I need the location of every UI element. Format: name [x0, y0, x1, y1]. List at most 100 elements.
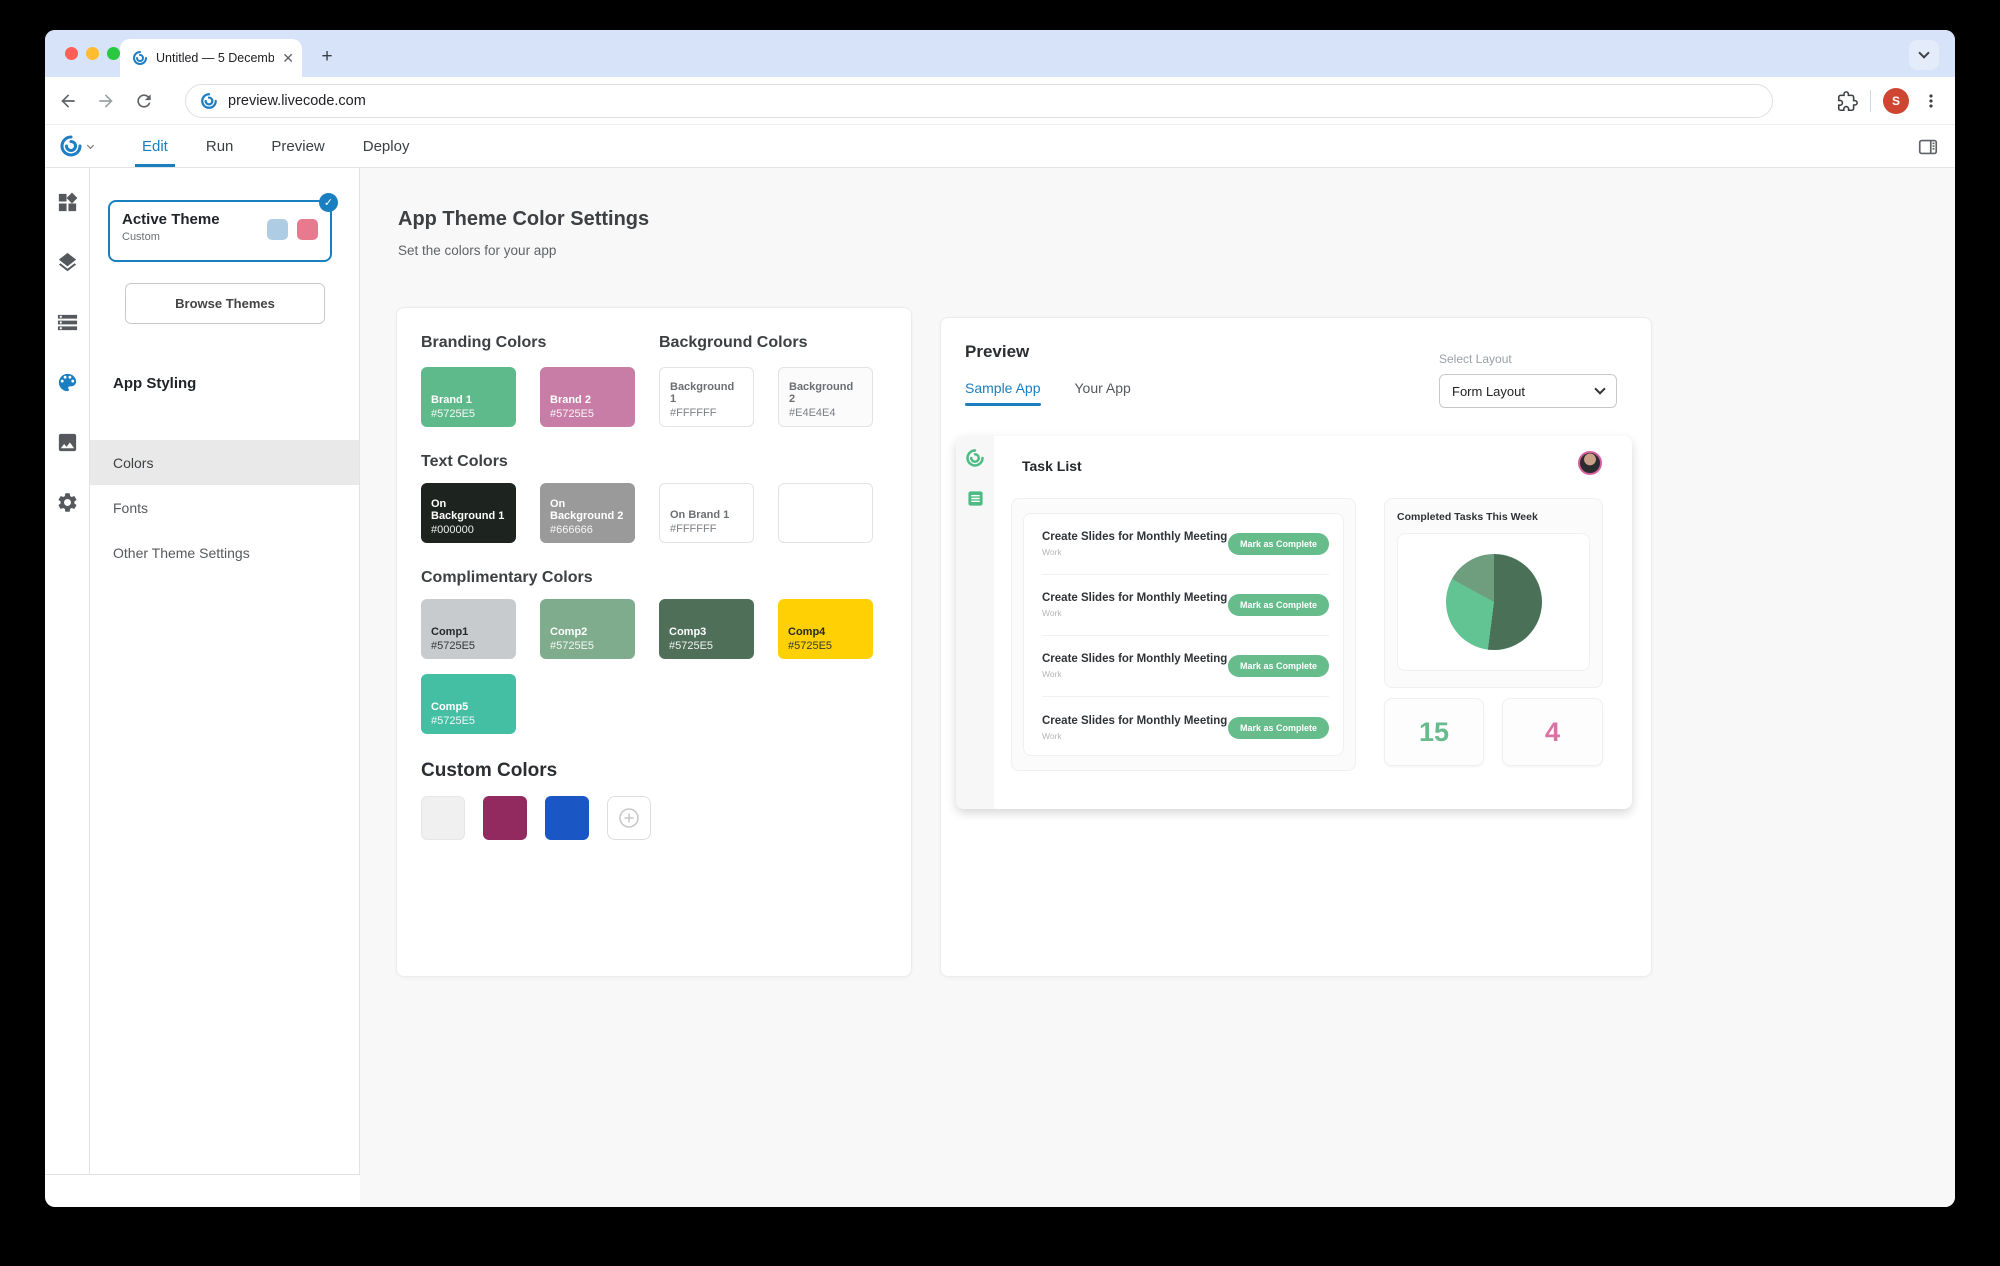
swatch-label: Comp1	[431, 626, 469, 638]
color-swatch-brand-1[interactable]: Brand 1 #5725E5	[421, 367, 516, 427]
tasks-panel: Create Slides for Monthly Meeting Work M…	[1011, 498, 1356, 771]
color-swatch-background-2[interactable]: Background 2 #E4E4E4	[778, 367, 873, 427]
color-swatch-on-background-1[interactable]: On Background 1 #000000	[421, 483, 516, 543]
custom-color-swatch-2[interactable]	[483, 796, 527, 840]
reload-button[interactable]	[129, 86, 159, 116]
theme-palette-icon[interactable]	[56, 371, 79, 394]
chevron-down-icon	[1594, 383, 1606, 395]
preview-tabs: Sample App Your App	[965, 380, 1627, 406]
swatch-label: On Brand 1	[670, 509, 730, 521]
color-swatch-empty[interactable]	[778, 483, 873, 543]
minimize-window-button[interactable]	[86, 47, 99, 60]
swatch-hex: #000000	[431, 524, 474, 536]
mark-complete-button[interactable]: Mark as Complete	[1227, 533, 1329, 555]
swatch-hex: #5725E5	[431, 640, 476, 652]
task-title: Create Slides for Monthly Meeting	[1042, 592, 1228, 604]
maximize-window-button[interactable]	[107, 47, 120, 60]
nav-item-deploy[interactable]: Deploy	[362, 137, 410, 155]
tab-sample-app[interactable]: Sample App	[965, 380, 1041, 406]
color-swatch-comp1[interactable]: Comp1 #5725E5	[421, 599, 516, 659]
completed-tasks-card: Completed Tasks This Week	[1384, 498, 1603, 688]
extensions-icon[interactable]	[1837, 90, 1858, 112]
media-image-icon[interactable]	[56, 431, 79, 454]
sample-app-sidebar	[956, 436, 994, 809]
nav-item-run[interactable]: Run	[205, 137, 234, 155]
swatch-hex: #5725E5	[431, 408, 476, 420]
swatch-label: On Background 1	[431, 498, 505, 522]
task-row: Create Slides for Monthly Meeting Work M…	[1042, 575, 1329, 636]
livecode-logo-menu[interactable]	[45, 125, 99, 167]
color-swatch-on-background-2[interactable]: On Background 2 #666666	[540, 483, 635, 543]
swatch-label: On Background 2	[550, 498, 624, 522]
text-colors-heading: Text Colors	[421, 453, 508, 470]
mark-complete-button[interactable]: Mark as Complete	[1227, 655, 1329, 677]
mark-complete-button[interactable]: Mark as Complete	[1227, 716, 1329, 739]
active-theme-subtitle: Custom	[122, 231, 160, 243]
task-title: Create Slides for Monthly Meeting	[1042, 653, 1228, 665]
window-controls	[65, 47, 120, 60]
profile-avatar[interactable]: S	[1883, 88, 1909, 114]
swatch-hex: #FFFFFF	[670, 523, 717, 535]
color-swatch-comp2[interactable]: Comp2 #5725E5	[540, 599, 635, 659]
color-swatch-on-brand-1[interactable]: On Brand 1 #FFFFFF	[659, 483, 754, 543]
swatch-label: Brand 1	[431, 394, 472, 406]
browser-tab-strip: Untitled — 5 December, 15.04 ✕ +	[45, 30, 1955, 77]
color-swatch-brand-2[interactable]: Brand 2 #5725E5	[540, 367, 635, 427]
nav-item-preview[interactable]: Preview	[271, 137, 325, 155]
sample-app-frame: Task List Create Slides for Monthly Meet…	[956, 436, 1632, 809]
active-theme-card[interactable]: ✓ Active Theme Custom	[108, 193, 338, 262]
task-info: Create Slides for Monthly Meeting Work	[1042, 592, 1227, 618]
custom-color-swatch-1[interactable]	[421, 796, 465, 840]
new-tab-button[interactable]: +	[321, 46, 333, 67]
sidebar-item-colors[interactable]: Colors	[90, 440, 359, 485]
color-swatch-background-1[interactable]: Background 1 #FFFFFF	[659, 367, 754, 427]
completed-count: 15	[1418, 716, 1450, 747]
swatch-label: Comp3	[669, 626, 707, 638]
livecode-site-icon	[200, 92, 218, 110]
nav-item-edit[interactable]: Edit	[123, 125, 187, 167]
widgets-icon[interactable]	[56, 191, 79, 214]
remaining-count: 4	[1544, 716, 1561, 747]
color-swatch-comp3[interactable]: Comp3 #5725E5	[659, 599, 754, 659]
layout-dropdown[interactable]: Form Layout	[1439, 374, 1617, 408]
browse-themes-button[interactable]: Browse Themes	[125, 283, 325, 324]
branding-colors-heading: Branding Colors	[421, 334, 547, 351]
task-category: Work	[1042, 547, 1062, 557]
tab-your-app[interactable]: Your App	[1074, 380, 1131, 396]
swatch-label: Background 2	[789, 381, 854, 405]
preview-panel: Preview Sample App Your App Select Layou…	[940, 317, 1652, 977]
custom-color-swatch-3[interactable]	[545, 796, 589, 840]
color-swatch-comp4[interactable]: Comp4 #5725E5	[778, 599, 873, 659]
styling-menu: Colors Fonts Other Theme Settings	[90, 440, 359, 575]
layers-icon[interactable]	[56, 251, 79, 274]
browser-window: Untitled — 5 December, 15.04 ✕ +	[45, 30, 1955, 1207]
sample-app-avatar[interactable]	[1578, 451, 1602, 475]
browser-tab[interactable]: Untitled — 5 December, 15.04 ✕	[120, 39, 302, 77]
sidebar-item-fonts[interactable]: Fonts	[113, 499, 149, 516]
add-custom-color-button[interactable]	[607, 796, 651, 840]
swatch-label: Comp2	[550, 626, 588, 638]
task-list-icon[interactable]	[967, 490, 984, 507]
sample-app-title: Task List	[1022, 458, 1082, 474]
tab-search-button[interactable]	[1909, 40, 1939, 70]
close-window-button[interactable]	[65, 47, 78, 60]
settings-gear-icon[interactable]	[56, 491, 79, 514]
mark-complete-button[interactable]: Mark as Complete	[1227, 594, 1329, 616]
workspace: ✓ Active Theme Custom Browse Themes App …	[45, 168, 1955, 1207]
url-bar[interactable]: preview.livecode.com	[185, 84, 1773, 118]
browser-menu-icon[interactable]	[1921, 91, 1941, 111]
tab-close-icon[interactable]: ✕	[282, 49, 294, 66]
browser-toolbar: preview.livecode.com S	[45, 77, 1955, 125]
sidebar-item-other-theme-settings[interactable]: Other Theme Settings	[113, 544, 250, 561]
back-button[interactable]	[53, 86, 83, 116]
app-styling-heading: App Styling	[113, 375, 197, 392]
color-swatch-comp5[interactable]: Comp5 #5725E5	[421, 674, 516, 734]
database-icon[interactable]	[56, 311, 79, 334]
active-theme-title: Active Theme	[122, 211, 220, 228]
preview-heading: Preview	[965, 342, 1030, 361]
completed-tasks-title: Completed Tasks This Week	[1397, 511, 1538, 523]
pie-chart-container	[1397, 533, 1590, 671]
panel-toggle-icon[interactable]	[1915, 134, 1941, 160]
forward-button[interactable]	[91, 86, 121, 116]
